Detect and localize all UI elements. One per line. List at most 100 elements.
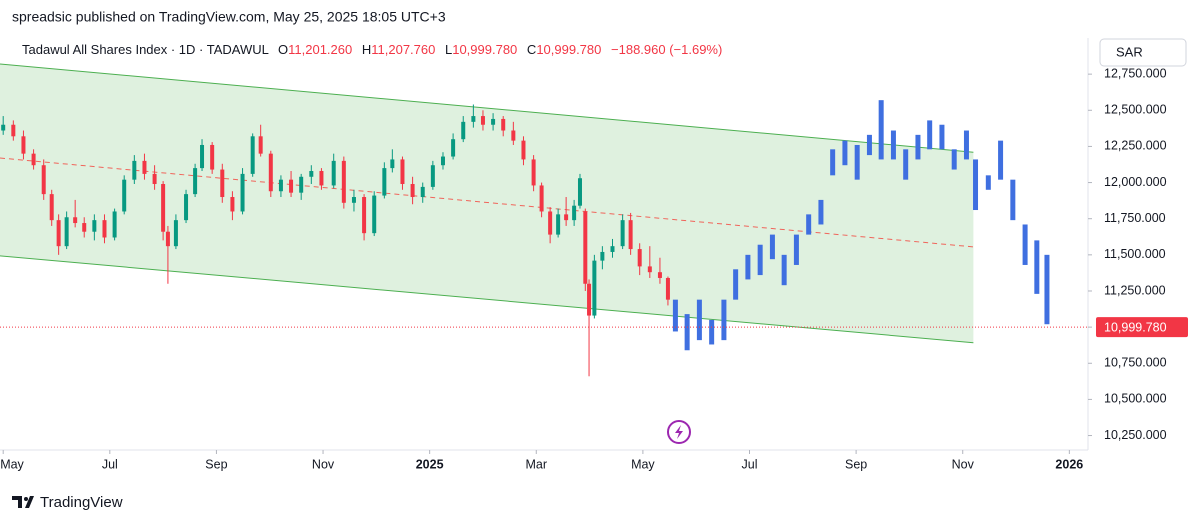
projection-bar — [781, 254, 787, 286]
candle-body — [73, 217, 78, 224]
candle-body — [471, 116, 476, 122]
y-tick-label: 12,500.000 — [1104, 103, 1167, 117]
projection-bar — [1034, 240, 1040, 294]
x-tick-label: May — [0, 457, 24, 471]
legend-close: 10,999.780 — [536, 42, 601, 57]
candle-body — [382, 168, 387, 196]
candle-body — [628, 220, 633, 250]
legend-close-label: C — [527, 42, 536, 57]
currency: SAR — [1116, 44, 1143, 59]
legend-high: 11,207.760 — [371, 42, 435, 57]
channel-lower — [0, 255, 974, 344]
candle-body — [11, 124, 16, 137]
candle-body — [56, 220, 61, 247]
projection-bar — [890, 130, 896, 160]
projection-bar — [854, 144, 860, 180]
candle-body — [657, 272, 662, 278]
candle-body — [1, 124, 6, 131]
last-price-tag — [1096, 317, 1188, 338]
candle-body — [132, 160, 137, 180]
candle-body — [220, 169, 225, 198]
candle-body — [21, 136, 26, 154]
candle-body — [184, 194, 189, 221]
candle-body — [548, 211, 553, 235]
candle-body — [556, 214, 561, 235]
y-tick-label: 11,750.000 — [1104, 211, 1166, 225]
plot-area — [0, 38, 1088, 450]
candle-body — [400, 159, 405, 185]
candle-body — [102, 220, 107, 238]
legend-change: −188.960 (−1.69%) — [611, 42, 722, 57]
projection-bar — [1010, 179, 1016, 221]
candle-body — [173, 220, 178, 247]
y-tick-label: 12,250.000 — [1104, 139, 1167, 153]
projection-bar — [985, 175, 991, 190]
candle-body — [258, 136, 263, 154]
legend-low: 10,999.780 — [452, 42, 517, 57]
candle-body — [319, 170, 324, 186]
projection-bar — [769, 234, 775, 260]
y-tick-label: 10,250.000 — [1104, 428, 1167, 442]
candle-body — [268, 153, 273, 192]
projection-bar — [963, 130, 969, 160]
candle-body — [410, 184, 415, 198]
candle-body — [665, 277, 670, 300]
candle-body — [620, 220, 625, 247]
projection-bar — [684, 314, 690, 351]
x-tick-label: Sep — [205, 457, 227, 471]
candle-body — [420, 186, 425, 198]
projection-bar — [696, 299, 702, 341]
legend-open: 11,201.260 — [288, 42, 352, 57]
candle-body — [572, 205, 577, 221]
candle-body — [31, 153, 36, 166]
candle-body — [610, 246, 615, 252]
projection-bar — [745, 254, 751, 280]
projection-bar — [793, 234, 799, 265]
candle-body — [362, 197, 367, 234]
candle-body — [647, 266, 652, 273]
candle-body — [430, 165, 435, 187]
candle-body — [49, 194, 54, 221]
x-tick-label: Jul — [102, 457, 118, 471]
candle-body — [331, 160, 336, 186]
projection-bar — [672, 299, 678, 332]
candle-body — [250, 136, 255, 174]
candle-body — [531, 159, 536, 186]
x-tick-label: Nov — [312, 457, 335, 471]
projection-bar — [1044, 254, 1050, 325]
y-tick-label: 12,000.000 — [1104, 175, 1167, 189]
header: spreadsic published on TradingView.com, … — [12, 9, 446, 25]
logo — [12, 496, 34, 508]
candle-body — [112, 211, 117, 238]
y-tick-label: 11,250.000 — [1104, 283, 1166, 297]
candle-body — [299, 176, 304, 193]
candle-body — [592, 260, 597, 316]
candle-body — [152, 173, 157, 185]
currency-box[interactable] — [1099, 38, 1187, 67]
projection-bar — [903, 149, 909, 180]
candle-body — [210, 144, 215, 170]
projection-bar — [757, 244, 763, 276]
candle-body — [480, 116, 485, 125]
candle-body — [309, 170, 314, 177]
x-tick-label: Mar — [526, 457, 548, 471]
channel-fill — [0, 64, 974, 343]
projection-bar — [721, 299, 727, 341]
candle-body — [451, 139, 456, 157]
candle-body — [200, 144, 205, 169]
event-icon[interactable] — [667, 420, 691, 444]
candle-body — [564, 214, 569, 221]
candle-body — [440, 156, 445, 166]
candle-body — [600, 251, 605, 261]
y-tick-label: 10,500.000 — [1104, 392, 1167, 406]
projection-bar — [709, 319, 715, 345]
projection-bar — [806, 214, 812, 235]
projection-bar — [939, 124, 945, 150]
legend-low-label: L — [445, 42, 452, 57]
candle-body — [230, 197, 235, 212]
candle-body — [351, 197, 356, 203]
candle-body — [372, 195, 377, 234]
candle-body — [142, 160, 147, 174]
projection-bar — [842, 140, 848, 166]
